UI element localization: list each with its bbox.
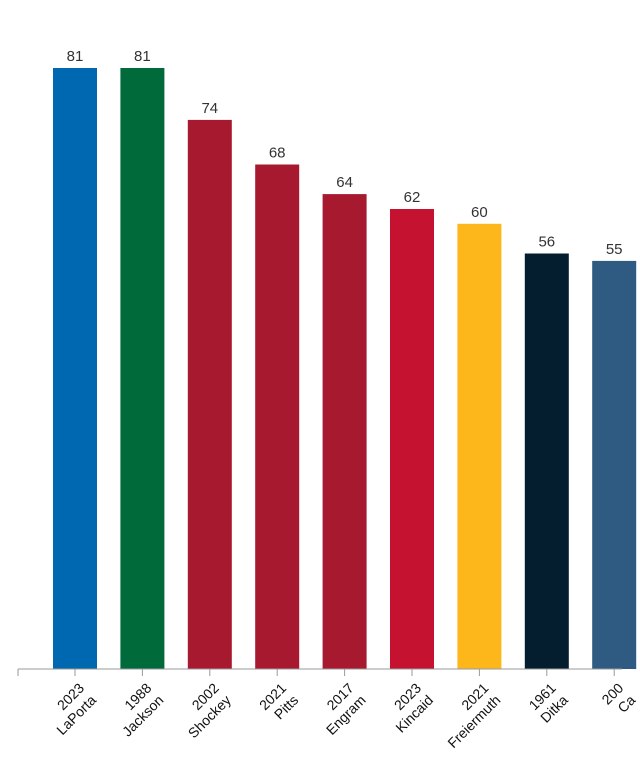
category-label-kincaid: 2023Kincaid	[380, 680, 436, 736]
bar-ditka	[524, 253, 569, 669]
category-label-ditka: 1961Ditka	[525, 680, 571, 726]
bars-layer	[53, 68, 637, 670]
category-label-jackson: 1988Jackson	[107, 680, 167, 740]
category-label-shockey: 2002Shockey	[173, 680, 234, 741]
value-label-jackson: 81	[134, 48, 151, 65]
bar-ca	[592, 260, 637, 669]
bar-kincaid	[390, 209, 434, 669]
x-ticks-layer	[74, 669, 615, 676]
bar-laporta	[53, 68, 97, 669]
bar-engram	[322, 194, 367, 669]
value-labels-layer: 81 81 74 68 64 62 60 56 55	[67, 48, 623, 258]
value-label-shockey: 74	[201, 100, 218, 117]
value-label-laporta: 81	[67, 48, 84, 65]
value-label-ditka: 56	[538, 234, 555, 251]
value-label-engram: 64	[336, 174, 353, 191]
value-label-freiermuth: 60	[471, 204, 488, 221]
bar-jackson	[120, 68, 165, 669]
bar-pitts	[255, 164, 300, 669]
value-label-kincaid: 62	[404, 189, 421, 206]
value-label-pitts: 68	[269, 145, 286, 162]
category-label-engram: 2017Engram	[311, 680, 369, 738]
category-labels-layer: 2023LaPorta 1988Jackson 2002Shockey 2021Pit…	[41, 680, 638, 751]
value-label-ca: 55	[606, 241, 623, 258]
category-label-ca: 200Ca	[598, 680, 638, 720]
category-label-freiermuth: 2021Freiermuth	[432, 680, 503, 751]
category-label-laporta: 2023LaPorta	[41, 680, 99, 738]
category-label-pitts: 2021Pitts	[256, 680, 302, 726]
bar-freiermuth	[457, 223, 502, 670]
bar-shockey	[187, 119, 232, 669]
